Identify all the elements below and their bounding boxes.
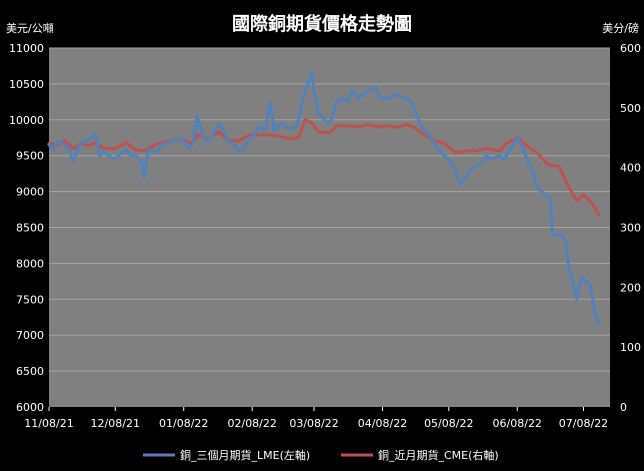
right-tick-label: 300 — [620, 222, 641, 235]
left-tick-label: 8000 — [16, 257, 44, 270]
right-tick-label: 600 — [620, 42, 641, 55]
right-tick-label: 500 — [620, 102, 641, 115]
left-tick-label: 9500 — [16, 150, 44, 163]
x-tick-label: 04/08/22 — [358, 417, 407, 430]
left-tick-label: 6500 — [16, 365, 44, 378]
left-axis: 6000 6500 7000 7500 8000 8500 9000 9500 10000 105… — [9, 42, 44, 414]
right-tick-label: 400 — [620, 162, 641, 175]
series-layer — [47, 71, 601, 325]
left-tick-label: 9000 — [16, 186, 44, 199]
left-tick-label: 6000 — [16, 401, 44, 414]
legend-label: 銅_近月期貨_CME(右軸) — [378, 448, 499, 462]
right-tick-label: 100 — [620, 341, 641, 354]
left-tick-label: 10500 — [9, 78, 44, 91]
left-tick-label: 10000 — [9, 114, 44, 127]
x-tick-label: 01/08/22 — [159, 417, 208, 430]
x-axis: 11/08/21 12/08/21 01/08/22 02/08/22 03/08/22… — [24, 407, 608, 430]
chart-title: 國際銅期貨價格走勢圖 — [232, 13, 412, 35]
left-tick-label: 11000 — [9, 42, 44, 55]
left-axis-unit: 美元/公噸 — [6, 21, 54, 35]
x-tick-label: 03/08/22 — [289, 417, 338, 430]
x-tick-label: 11/08/21 — [24, 417, 73, 430]
x-tick-label: 02/08/22 — [227, 417, 276, 430]
series-line-0 — [47, 71, 601, 325]
left-tick-label: 7000 — [16, 329, 44, 342]
series-line-1 — [47, 118, 601, 217]
legend-label: 銅_三個月期貨_LME(左軸) — [180, 448, 310, 462]
x-tick-label: 12/08/21 — [91, 417, 140, 430]
right-tick-label: 0 — [620, 401, 627, 414]
left-tick-label: 8500 — [16, 222, 44, 235]
legend: 銅_三個月期貨_LME(左軸) 銅_近月期貨_CME(右軸) — [143, 448, 499, 462]
left-tick-label: 7500 — [16, 293, 44, 306]
x-tick-label: 05/08/22 — [424, 417, 473, 430]
x-tick-label: 07/08/22 — [559, 417, 608, 430]
right-axis-unit: 美分/磅 — [602, 21, 639, 35]
right-tick-label: 200 — [620, 281, 641, 294]
x-tick-label: 06/08/22 — [493, 417, 542, 430]
right-axis: 0 100 200 300 400 500 600 — [620, 42, 641, 414]
